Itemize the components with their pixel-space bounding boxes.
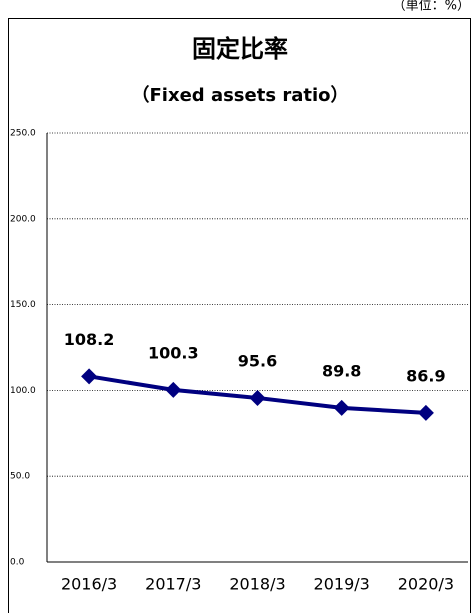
x-tick-label: 2016/3 <box>61 575 117 594</box>
value-label: 100.3 <box>148 343 199 362</box>
y-tick-label: 0.0 <box>10 558 25 568</box>
chart-frame <box>8 18 471 613</box>
value-label: 108.2 <box>64 330 115 349</box>
x-tick-label: 2019/3 <box>314 575 370 594</box>
y-tick-label: 100.0 <box>10 386 36 396</box>
chart-subtitle: （Fixed assets ratio） <box>132 85 349 106</box>
x-tick-label: 2020/3 <box>398 575 454 594</box>
data-point <box>81 368 98 385</box>
data-point <box>333 399 350 416</box>
y-tick-label: 50.0 <box>10 472 30 482</box>
value-label: 86.9 <box>406 366 445 385</box>
data-point <box>249 389 266 406</box>
x-tick-label: 2017/3 <box>145 575 201 594</box>
x-tick-label: 2018/3 <box>229 575 285 594</box>
data-point <box>165 381 182 398</box>
chart-title: 固定比率 <box>192 35 288 63</box>
data-point <box>417 404 434 421</box>
y-tick-label: 150.0 <box>10 300 36 310</box>
y-tick-label: 200.0 <box>10 214 36 224</box>
value-label: 95.6 <box>238 351 277 370</box>
unit-label: （単位：%） <box>393 0 470 14</box>
value-label: 89.8 <box>322 361 361 380</box>
y-tick-label: 250.0 <box>10 129 36 139</box>
